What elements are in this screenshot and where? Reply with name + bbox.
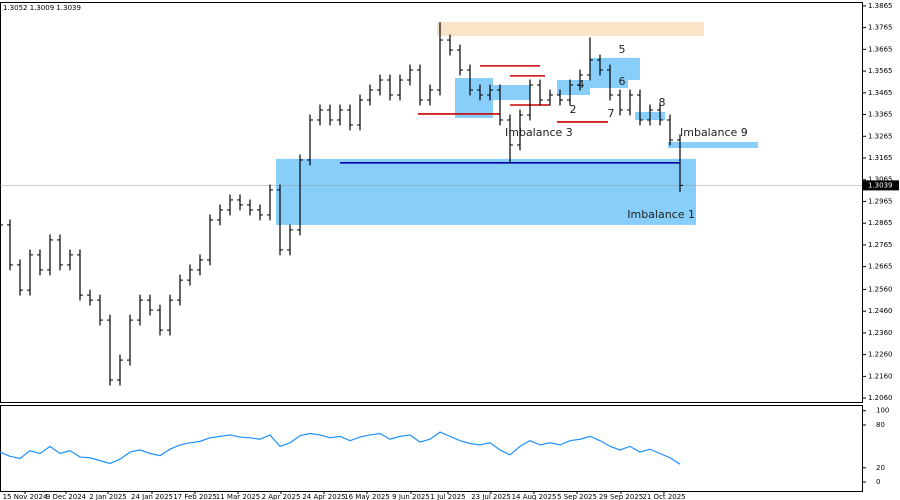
y-tick-label: 1.2060 xyxy=(868,394,893,402)
y-tick-label: 1.2160 xyxy=(868,372,893,380)
y-tick-label: 1.2360 xyxy=(868,329,893,337)
x-tick-label: 24 Apr 2025 xyxy=(302,493,345,500)
y-tick-label: 1.3865 xyxy=(868,2,893,10)
current-price-box xyxy=(863,180,899,191)
x-tick-label: 2 Jan 2025 xyxy=(89,493,127,500)
imbalance-zone xyxy=(590,75,628,89)
x-tick-label: 21 Oct 2025 xyxy=(642,493,685,500)
zone-label: 8 xyxy=(659,96,666,109)
ohlc-header: 1.3052 1.3009 1.3039 xyxy=(3,4,81,12)
y-tick-label: 1.2865 xyxy=(868,219,893,227)
current-price-label: 1.3039 xyxy=(868,181,893,189)
oscillator-panel-frame xyxy=(0,405,863,492)
y-tick-label: 1.3065 xyxy=(868,176,893,184)
x-tick-label: 9 Jun 2025 xyxy=(392,493,430,500)
imbalance-zone xyxy=(455,78,493,119)
x-tick-label: 24 Jan 2025 xyxy=(131,493,173,500)
y-tick-label: 1.2665 xyxy=(868,263,893,271)
y-tick-label: 1.3565 xyxy=(868,67,893,75)
y-tick-label: 1.3665 xyxy=(868,45,893,53)
y-tick-label: 1.2260 xyxy=(868,351,893,359)
imbalance-zone xyxy=(557,80,590,95)
zone-label: 5 xyxy=(619,43,626,56)
y-tick-label: 1.3165 xyxy=(868,154,893,162)
oscillator-line xyxy=(0,431,681,465)
y-tick-label: 1.2965 xyxy=(868,197,893,205)
imbalance-zone xyxy=(668,141,758,149)
x-tick-label: 11 Mar 2025 xyxy=(216,493,260,500)
y-tick-label: 1.3765 xyxy=(868,24,893,32)
x-tick-label: 14 Aug 2025 xyxy=(512,493,557,500)
x-tick-label: 29 Sep 2025 xyxy=(599,493,643,500)
y-tick-label: 0 xyxy=(876,478,880,486)
zone-label: Imbalance 9 xyxy=(680,126,748,139)
y-tick-label: 1.2560 xyxy=(868,285,893,293)
y-tick-label: 1.2460 xyxy=(868,307,893,315)
zone-label: Imbalance 1 xyxy=(627,208,695,221)
x-tick-label: 9 Dec 2024 xyxy=(46,493,87,500)
x-tick-label: 16 May 2025 xyxy=(344,493,390,500)
level-label: 7 xyxy=(608,107,615,120)
price-panel-frame xyxy=(0,2,863,403)
y-tick-label: 1.3465 xyxy=(868,89,893,97)
x-tick-label: 1 Jul 2025 xyxy=(430,493,465,500)
zone-label: 4 xyxy=(578,78,585,91)
zone-label: 6 xyxy=(619,75,626,88)
imbalance-zone xyxy=(590,57,640,81)
imbalance-zone xyxy=(490,84,530,100)
y-tick-label: 1.2765 xyxy=(868,241,893,249)
x-tick-label: 23 Jul 2025 xyxy=(471,493,511,500)
y-tick-label: 20 xyxy=(876,464,885,472)
x-tick-label: 2 Apr 2025 xyxy=(262,493,301,500)
y-tick-label: 1.3265 xyxy=(868,132,893,140)
x-tick-label: 17 Feb 2025 xyxy=(173,493,217,500)
imbalance-zone xyxy=(276,158,696,225)
y-tick-label: 80 xyxy=(876,421,885,429)
x-tick-label: 15 Nov 2024 xyxy=(3,493,48,500)
x-tick-label: 5 Sep 2025 xyxy=(557,493,597,500)
level-label: 2 xyxy=(570,103,577,116)
y-tick-label: 1.3365 xyxy=(868,111,893,119)
imbalance-zone xyxy=(437,21,704,36)
y-tick-label: 100 xyxy=(876,407,889,415)
zone-label: Imbalance 3 xyxy=(505,126,573,139)
